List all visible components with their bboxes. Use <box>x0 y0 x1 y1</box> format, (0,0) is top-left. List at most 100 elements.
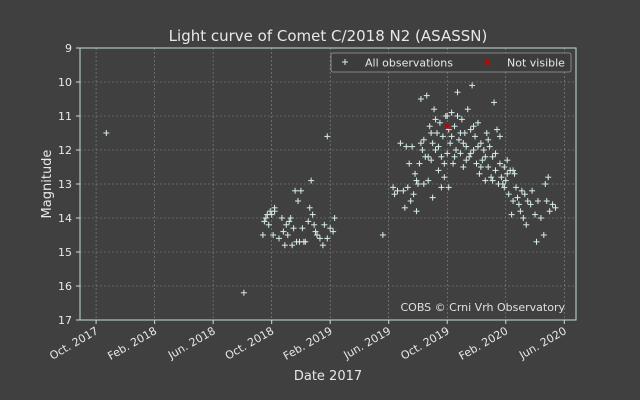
observation-point <box>240 289 247 296</box>
observation-point <box>327 225 334 232</box>
observation-point <box>413 208 420 215</box>
observation-point <box>552 204 559 211</box>
observation-point <box>287 215 294 221</box>
observation-point <box>299 225 306 232</box>
observation-point <box>518 187 525 194</box>
observation-point <box>476 170 483 177</box>
observation-point <box>439 133 446 140</box>
observation-point <box>508 211 515 218</box>
observation-point <box>454 89 461 96</box>
observation-point <box>498 174 505 181</box>
observation-point <box>390 184 397 191</box>
observation-point <box>534 198 541 204</box>
observation-point <box>517 208 524 215</box>
observation-point <box>493 126 500 133</box>
observation-point <box>477 164 484 170</box>
observation-point <box>458 116 465 123</box>
observation-point <box>417 96 424 102</box>
not-visible-point <box>443 122 452 130</box>
y-tick-label: 13 <box>58 178 72 191</box>
observation-point <box>470 147 477 153</box>
observation-point <box>423 92 430 99</box>
observation-point <box>416 160 423 167</box>
x-tick-label: Feb. 2019 <box>281 324 335 362</box>
observation-point <box>278 215 285 221</box>
observation-point <box>379 232 386 238</box>
observation-point <box>400 187 407 194</box>
observation-point <box>286 218 293 225</box>
observation-point <box>103 130 110 136</box>
observation-point <box>289 242 296 249</box>
chart-title: Light curve of Comet C/2018 N2 (ASASSN) <box>169 27 488 45</box>
observation-point <box>412 170 419 177</box>
observation-point <box>448 109 455 116</box>
observation-point <box>283 221 290 228</box>
observation-point <box>425 153 432 160</box>
observation-point <box>413 177 420 184</box>
observation-point <box>532 211 539 218</box>
observation-point <box>482 177 489 184</box>
observation-point <box>480 147 487 153</box>
observation-point <box>514 194 521 201</box>
x-tick-label: Oct. 2018 <box>223 324 276 362</box>
observation-point <box>441 174 448 181</box>
legend-marker-not-visible <box>483 57 491 66</box>
observation-point <box>401 204 408 211</box>
observation-point <box>404 184 411 191</box>
observation-point <box>324 235 331 242</box>
y-tick-label: 12 <box>58 144 72 157</box>
axis-ticks: Oct. 2017 Feb. 2018 Jun. 2018 Oct. 2018 Feb.… <box>47 42 568 363</box>
y-tick-label: 9 <box>65 42 72 55</box>
observation-point <box>407 198 414 204</box>
y-tick-label: 10 <box>58 76 72 89</box>
observation-point <box>417 140 424 147</box>
observation-point <box>489 153 496 160</box>
observation-point <box>435 167 442 174</box>
legend-label-all-observations: All observations <box>365 57 453 70</box>
observation-point <box>460 164 467 170</box>
observation-point <box>467 126 474 133</box>
observation-point <box>271 208 278 215</box>
observation-point <box>308 177 315 184</box>
y-axis-label: Magnitude <box>40 150 55 219</box>
x-axis-label: Date 2017 <box>294 369 362 384</box>
observation-point <box>292 187 299 194</box>
observation-point <box>546 208 553 215</box>
observation-point <box>445 184 452 191</box>
observation-point <box>505 191 512 198</box>
observation-point <box>501 164 508 170</box>
observation-point <box>463 157 470 164</box>
observation-point <box>499 181 506 187</box>
observation-point <box>436 119 443 126</box>
observation-point <box>549 201 556 208</box>
observation-point <box>451 123 458 130</box>
legend-plus-marker <box>342 59 348 65</box>
observation-point <box>394 187 401 194</box>
observation-point <box>432 116 439 123</box>
observation-point <box>537 215 544 221</box>
legend-star-marker <box>483 57 491 66</box>
x-tick-label: Jun. 2020 <box>516 324 569 362</box>
observation-point <box>521 191 528 198</box>
observation-point <box>496 160 503 167</box>
observation-point <box>460 140 467 147</box>
observation-point <box>523 221 530 228</box>
observation-point <box>524 198 531 204</box>
observation-point <box>504 157 511 164</box>
observation-point <box>510 198 517 204</box>
observation-point <box>540 232 547 238</box>
observation-point <box>515 201 522 208</box>
observation-point <box>331 215 338 221</box>
observation-point <box>311 221 318 228</box>
observation-point <box>510 167 517 174</box>
observation-point <box>533 238 540 245</box>
observation-point <box>420 136 427 143</box>
observation-point <box>545 174 552 181</box>
x-tick-label: Oct. 2017 <box>47 324 100 362</box>
observation-point <box>429 140 436 147</box>
observation-point <box>482 153 489 160</box>
observation-point <box>419 147 426 153</box>
observation-point <box>463 143 470 150</box>
observation-point <box>455 136 462 143</box>
